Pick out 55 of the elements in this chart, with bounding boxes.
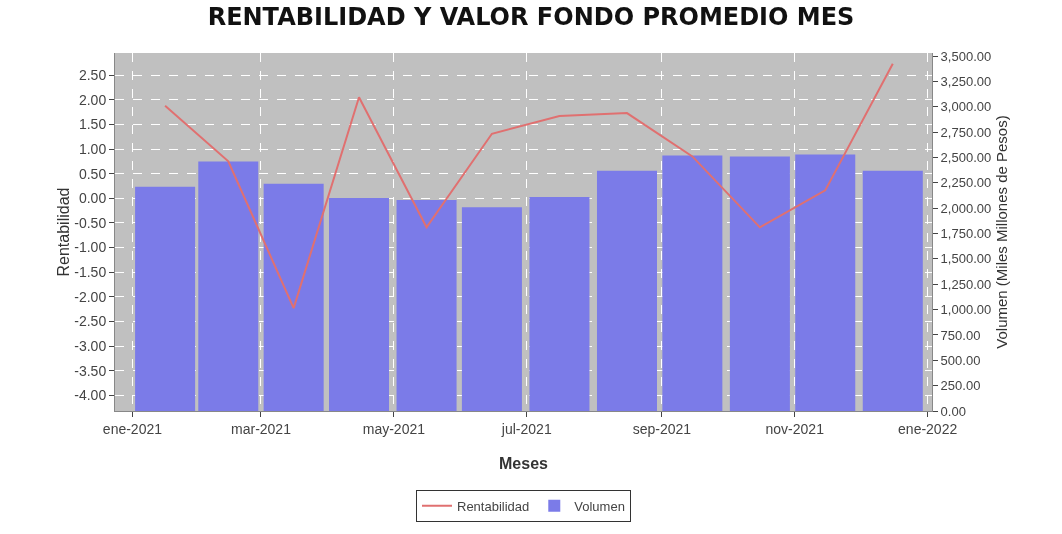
x-tick-label: ene-2022 (898, 420, 958, 437)
y-tick-label: 1.50 (78, 116, 107, 133)
y-tick-label: -3.00 (74, 337, 107, 354)
legend-label: Rentabilidad (457, 498, 530, 514)
y-tick-label: -2.50 (74, 313, 107, 330)
y2-tick-label: 2,500.00 (940, 150, 992, 166)
bar (596, 170, 657, 411)
y2-tick-label: 2,750.00 (940, 124, 992, 140)
y2-tick-label: 3,000.00 (940, 99, 992, 115)
y2-tick-label: 1,000.00 (940, 302, 992, 318)
x-tick-label: ene-2021 (102, 420, 163, 437)
bar (795, 154, 856, 411)
y2-tick-label: 500.00 (940, 352, 981, 368)
y2-tick-label: 3,500.00 (940, 48, 992, 64)
y2-tick-label: 250.00 (940, 378, 981, 394)
y2-tick-label: 2,250.00 (940, 175, 992, 191)
line-series (164, 62, 894, 310)
x-tick-label: may-2021 (362, 420, 426, 437)
y2-tick-label: 3,250.00 (940, 73, 992, 89)
y-tick-label: 1.00 (78, 140, 107, 157)
bar (198, 161, 259, 411)
bar (263, 183, 324, 411)
chart-title: RENTABILIDAD Y VALOR FONDO PROMEDIO MES (207, 2, 855, 31)
x-tick-label: mar-2021 (231, 420, 292, 437)
y-tick-label: -1.00 (74, 239, 107, 256)
x-axis-title: Meses (499, 455, 549, 472)
y2-tick-label: 0.00 (940, 403, 966, 419)
bar (461, 207, 522, 411)
bar (862, 170, 923, 411)
y-tick-label: -3.50 (74, 362, 107, 379)
y2-tick-label: 2,000.00 (940, 200, 992, 216)
y2-axis-title: Volumen (Miles Millones de Pesos) (993, 115, 1011, 349)
y2-tick-label: 1,750.00 (940, 226, 992, 242)
y2-tick-label: 1,500.00 (940, 251, 992, 267)
bar (329, 198, 390, 411)
y-tick-label: -1.50 (74, 264, 107, 281)
bar (662, 155, 723, 411)
y-tick-label: -0.50 (74, 214, 107, 231)
y-tick-label: 2.00 (78, 91, 107, 108)
bar (396, 200, 457, 411)
y2-tick-label: 750.00 (940, 327, 981, 343)
bar (529, 197, 590, 411)
bar (135, 186, 196, 411)
legend-label: Volumen (574, 498, 625, 514)
y-axis-title: Rentabilidad (55, 187, 73, 277)
x-tick-label: jul-2021 (500, 420, 552, 437)
y-tick-label: 2.50 (78, 67, 107, 84)
y-tick-label: 0.00 (78, 190, 107, 207)
x-tick-label: sep-2021 (632, 420, 692, 437)
y-tick-label: -2.00 (74, 288, 107, 305)
y-tick-label: -4.00 (74, 387, 107, 404)
bar (729, 156, 790, 411)
y2-tick-label: 1,250.00 (940, 276, 992, 292)
y-tick-label: 0.50 (78, 165, 107, 182)
x-tick-label: nov-2021 (765, 420, 825, 437)
